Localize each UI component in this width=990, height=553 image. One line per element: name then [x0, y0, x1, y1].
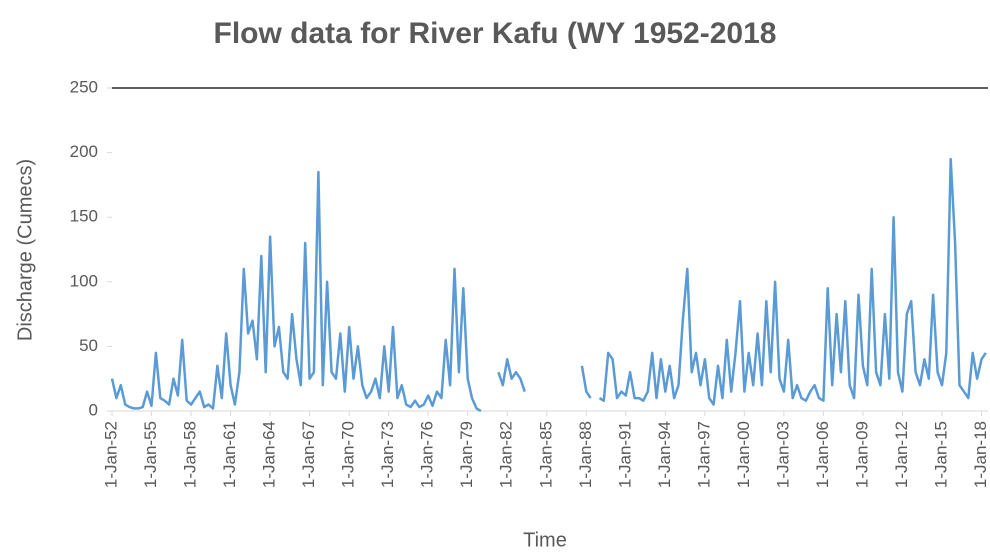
- x-tick-label: 1-Jan-79: [457, 421, 476, 488]
- x-tick-label: 1-Jan-12: [892, 421, 911, 488]
- y-axis-title: Discharge (Cumecs): [14, 159, 36, 341]
- x-axis-title: Time: [523, 529, 567, 551]
- x-tick-label: 1-Jan-85: [536, 421, 555, 488]
- x-tick-label: 1-Jan-97: [694, 421, 713, 488]
- series-line: [110, 157, 987, 413]
- x-tick-label: 1-Jan-94: [655, 421, 674, 488]
- x-tick-label: 1-Jan-88: [576, 421, 595, 488]
- x-tick-label: 1-Jan-03: [773, 421, 792, 488]
- x-tick-label: 1-Jan-09: [852, 421, 871, 488]
- x-tick-label: 1-Jan-67: [299, 421, 318, 488]
- x-tick-label: 1-Jan-55: [141, 421, 160, 488]
- x-tick-label: 1-Jan-76: [418, 421, 437, 488]
- x-tick-label: 1-Jan-70: [339, 421, 358, 488]
- x-tick-label: 1-Jan-58: [181, 421, 200, 488]
- y-tick-label: 50: [79, 336, 98, 355]
- chart-title: Flow data for River Kafu (WY 1952-2018: [214, 17, 777, 50]
- x-tick-label: 1-Jan-06: [813, 421, 832, 488]
- y-tick-label: 150: [70, 207, 98, 226]
- x-tick-label: 1-Jan-61: [220, 421, 239, 488]
- y-tick-label: 0: [89, 400, 98, 419]
- x-tick-label: 1-Jan-82: [497, 421, 516, 488]
- x-tick-label: 1-Jan-64: [260, 421, 279, 488]
- y-tick-label: 250: [70, 77, 98, 96]
- x-tick-label: 1-Jan-73: [378, 421, 397, 488]
- y-tick-label: 200: [70, 142, 98, 161]
- x-tick-label: 1-Jan-91: [615, 421, 634, 488]
- x-tick-label: 1-Jan-00: [734, 421, 753, 488]
- y-tick-label: 100: [70, 271, 98, 290]
- x-tick-label: 1-Jan-15: [931, 421, 950, 488]
- x-tick-label: 1-Jan-52: [101, 421, 120, 488]
- x-tick-label: 1-Jan-18: [971, 421, 990, 488]
